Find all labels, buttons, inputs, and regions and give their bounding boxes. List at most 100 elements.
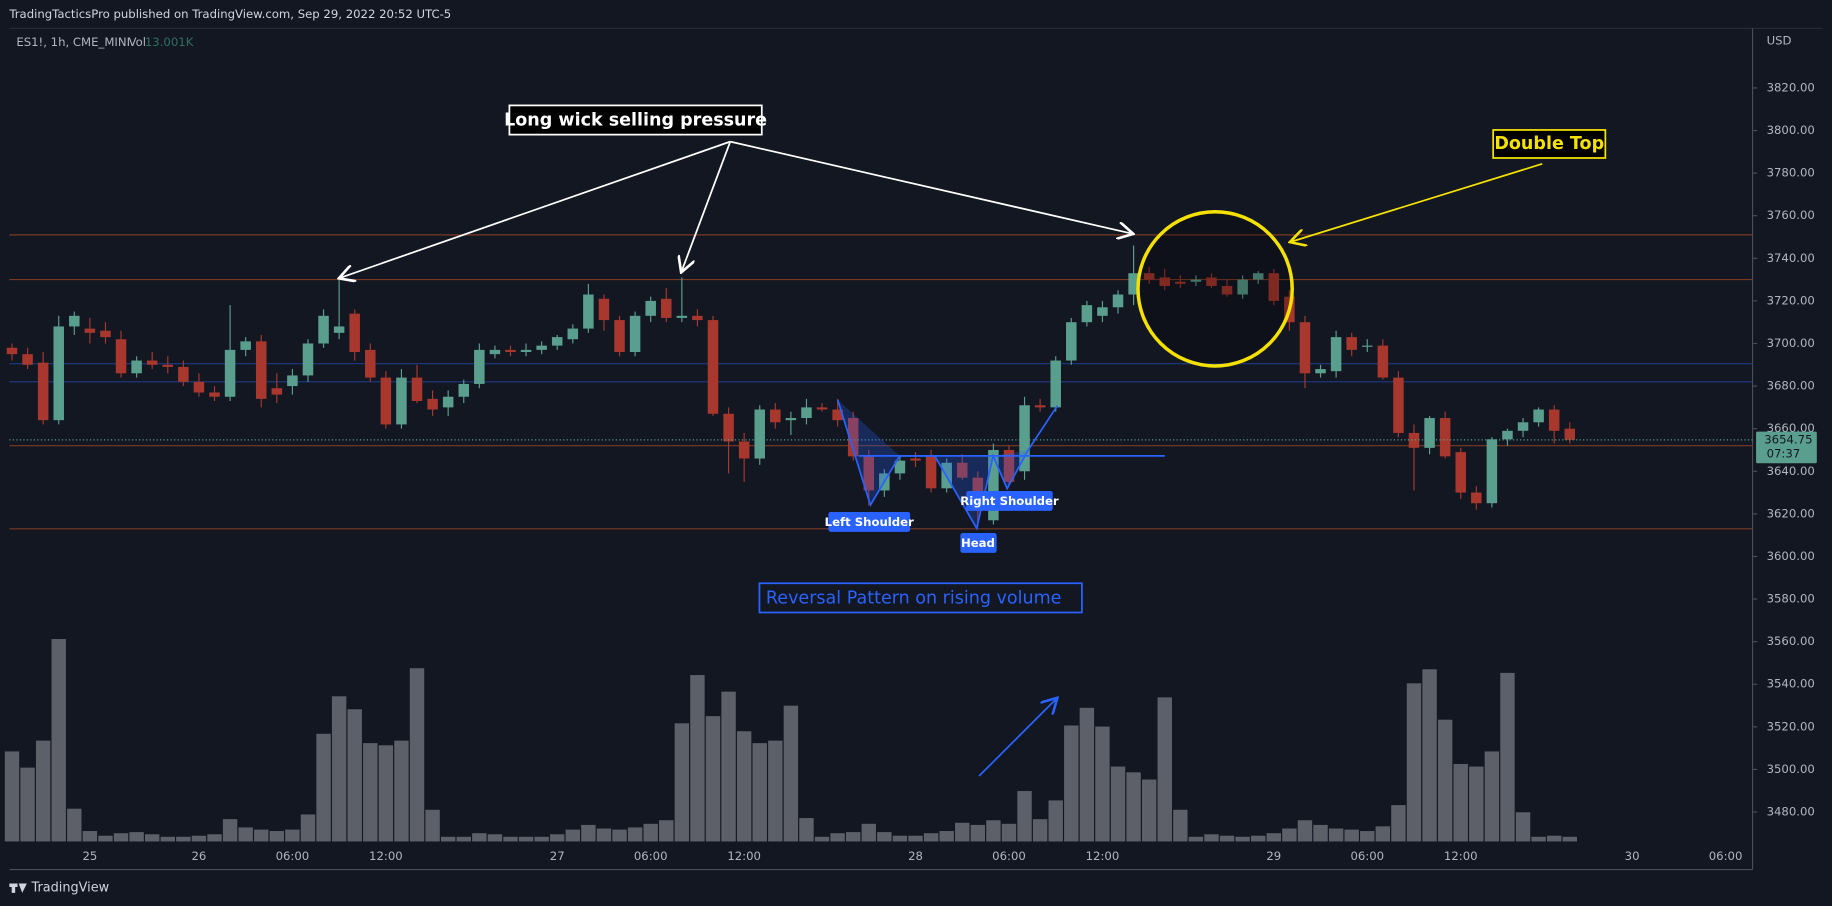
candle-body: [567, 328, 579, 340]
candle-body: [1393, 377, 1404, 433]
candle-body: [536, 345, 547, 350]
volume-bar: [736, 731, 752, 842]
y-tick-label: 3820.00: [1767, 80, 1815, 94]
volume-bar: [861, 823, 876, 842]
volume-bar: [721, 691, 736, 842]
volume-bar: [627, 827, 643, 842]
y-tick-label: 3620.00: [1767, 506, 1815, 520]
volume-bar: [487, 834, 503, 842]
volume-bar: [1048, 800, 1063, 842]
candle-body: [1252, 273, 1264, 280]
y-tick-label: 3540.00: [1767, 677, 1815, 691]
candle-body: [302, 343, 314, 376]
y-tick-label: 3660.00: [1767, 421, 1815, 435]
candle-body: [1533, 409, 1544, 423]
candle-body: [224, 349, 236, 397]
legend-volume-name: Vol: [129, 35, 146, 49]
volume-bar: [955, 822, 970, 842]
candle-body: [520, 349, 532, 353]
volume-bar: [892, 835, 908, 842]
volume-bar: [1141, 779, 1157, 842]
volume-bar: [222, 819, 238, 842]
volume-bar: [98, 835, 113, 842]
volume-bar: [534, 836, 549, 842]
candle-body: [1019, 405, 1030, 472]
candle-body: [1221, 285, 1233, 295]
candle-body: [956, 462, 968, 478]
arrow: [681, 141, 732, 273]
x-tick-label: 12:00: [1444, 849, 1478, 863]
arrow: [1290, 162, 1543, 242]
volume-bar: [1562, 836, 1577, 842]
volume-bar: [705, 716, 721, 842]
y-tick-label: 3480.00: [1767, 805, 1815, 819]
y-tick-label: 3600.00: [1767, 549, 1815, 563]
candle-body: [178, 366, 189, 382]
volume-bar: [1515, 812, 1531, 842]
x-tick-label: 12:00: [369, 849, 403, 863]
candle-body: [816, 407, 828, 410]
volume-bar: [877, 832, 892, 842]
volume-bar: [4, 751, 20, 842]
candle-body: [1003, 449, 1015, 482]
volume-bar: [238, 827, 253, 842]
candle-body: [411, 377, 423, 401]
volume-bar: [1469, 766, 1484, 842]
pattern-fill: [837, 399, 900, 505]
candle-body: [209, 392, 220, 397]
plot: [4, 234, 1753, 842]
x-tick-label: 25: [82, 849, 97, 863]
volume-bar: [1531, 836, 1546, 842]
candle-body: [318, 315, 329, 344]
footer-logo: TradingView: [9, 881, 109, 896]
candle-body: [162, 364, 174, 367]
arrow: [339, 140, 731, 279]
annotation: Long wick selling pressure: [504, 111, 767, 131]
candle-body: [972, 477, 984, 495]
y-tick-label: 3680.00: [1767, 379, 1815, 393]
x-tick-label: 12:00: [1086, 849, 1120, 863]
volume-bar: [1157, 697, 1172, 842]
volume-bar: [409, 668, 425, 842]
circle: [1136, 209, 1294, 368]
annotations: Long wick selling pressure Double Top Le…: [339, 104, 1607, 777]
candle-body: [583, 294, 594, 329]
candle-body: [146, 360, 158, 365]
volume-bar: [1204, 834, 1219, 842]
volume-bar: [300, 814, 316, 842]
footer: TradingView: [31, 881, 110, 896]
candle-body: [598, 298, 610, 321]
candle-body: [349, 313, 360, 353]
volume-bar: [1095, 726, 1110, 842]
volume-bar: [923, 833, 939, 842]
volume-bar: [1219, 835, 1235, 842]
volume-bar: [581, 824, 596, 842]
volume-bar: [1546, 835, 1562, 842]
candle-body: [1268, 273, 1280, 301]
pattern-label: Right Shoulder: [960, 494, 1059, 508]
candle-body: [1408, 432, 1420, 448]
volume-bar: [596, 828, 612, 842]
volume-bar: [1064, 725, 1079, 842]
candle-body: [1050, 360, 1061, 408]
volume-bar: [908, 835, 923, 842]
volume-bar: [612, 829, 627, 842]
label-box: [828, 512, 911, 532]
candle-body: [847, 418, 859, 457]
candle-body: [1237, 279, 1248, 295]
candle-body: [707, 320, 719, 414]
volume-bar: [176, 836, 191, 842]
candle-body: [1081, 305, 1093, 323]
y-tick-label: 3780.00: [1767, 166, 1815, 180]
arrow: [978, 698, 1057, 777]
candle-body: [1424, 418, 1435, 448]
candle-body: [645, 300, 656, 316]
y-tick-label: 3720.00: [1767, 293, 1815, 307]
candle-body: [53, 326, 64, 421]
volume-bar: [503, 836, 518, 842]
candle-body: [1175, 281, 1186, 284]
candle-body: [1377, 345, 1389, 378]
label-box: [966, 490, 1053, 511]
